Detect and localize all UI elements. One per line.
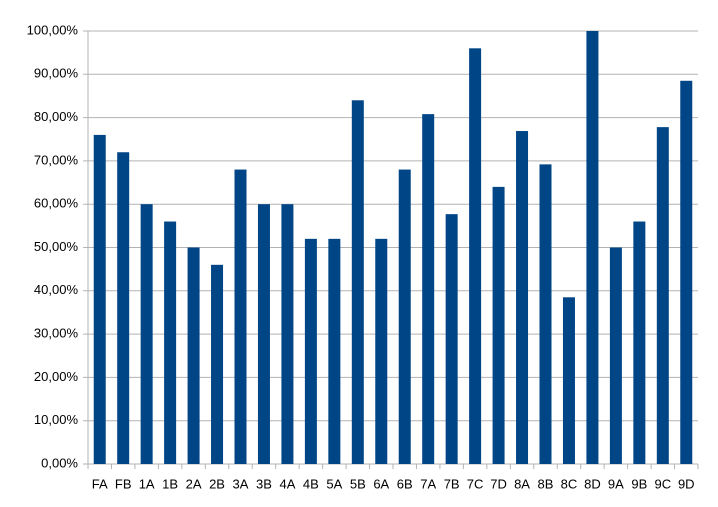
bar: [516, 131, 529, 464]
y-tick-label: 30,00%: [34, 326, 79, 341]
y-tick-label: 40,00%: [34, 282, 79, 297]
bar: [281, 204, 294, 464]
y-tick-label: 100,00%: [27, 22, 79, 37]
y-tick-label: 0,00%: [41, 455, 78, 470]
x-tick-label: 8A: [514, 476, 530, 491]
bar: [539, 164, 552, 464]
x-tick-label: 2A: [186, 476, 202, 491]
x-tick-label: 9D: [678, 476, 695, 491]
x-tick-label: 7D: [490, 476, 507, 491]
x-tick-label: 8B: [538, 476, 554, 491]
bar: [680, 80, 693, 465]
x-tick-label: 8C: [561, 476, 578, 491]
bar: [609, 247, 622, 464]
bar: [164, 221, 177, 464]
y-tick-label: 50,00%: [34, 239, 79, 254]
bar: [117, 152, 130, 465]
bar: [234, 169, 247, 464]
bar: [211, 264, 224, 464]
x-tick-label: 9C: [654, 476, 671, 491]
bar: [140, 204, 153, 464]
x-tick-label: 7B: [444, 476, 460, 491]
x-tick-label: 6A: [373, 476, 389, 491]
x-tick-label: 1A: [139, 476, 155, 491]
x-tick-label: FB: [115, 476, 132, 491]
bar: [586, 31, 599, 464]
x-tick-label: 7C: [467, 476, 484, 491]
bar: [93, 134, 106, 465]
bar: [328, 238, 341, 464]
bar: [375, 238, 388, 464]
bar: [257, 204, 270, 464]
x-tick-label: 4A: [279, 476, 295, 491]
y-tick-label: 10,00%: [34, 412, 79, 427]
y-tick-label: 60,00%: [34, 196, 79, 211]
x-tick-label: 9A: [608, 476, 624, 491]
bar: [351, 100, 364, 464]
x-tick-label: 4B: [303, 476, 319, 491]
bar: [492, 186, 505, 464]
y-tick-label: 90,00%: [34, 66, 79, 81]
bar: [398, 169, 411, 464]
x-tick-label: 7A: [420, 476, 436, 491]
x-tick-label: 3B: [256, 476, 272, 491]
bar: [633, 221, 646, 464]
y-tick-label: 70,00%: [34, 152, 79, 167]
bar: [422, 114, 435, 465]
bar: [445, 214, 458, 464]
y-tick-label: 20,00%: [34, 369, 79, 384]
x-tick-label: 9B: [631, 476, 647, 491]
x-tick-label: 3A: [233, 476, 249, 491]
y-tick-label: 80,00%: [34, 109, 79, 124]
bar: [656, 127, 669, 464]
bar: [562, 297, 575, 464]
bar: [187, 247, 200, 464]
x-tick-label: 6B: [397, 476, 413, 491]
x-tick-label: 5A: [326, 476, 342, 491]
x-tick-label: 8D: [584, 476, 601, 491]
x-tick-label: FA: [92, 476, 108, 491]
bar: [469, 48, 482, 464]
x-tick-label: 1B: [162, 476, 178, 491]
x-tick-label: 5B: [350, 476, 366, 491]
bar: [304, 238, 317, 464]
x-tick-label: 2B: [209, 476, 225, 491]
